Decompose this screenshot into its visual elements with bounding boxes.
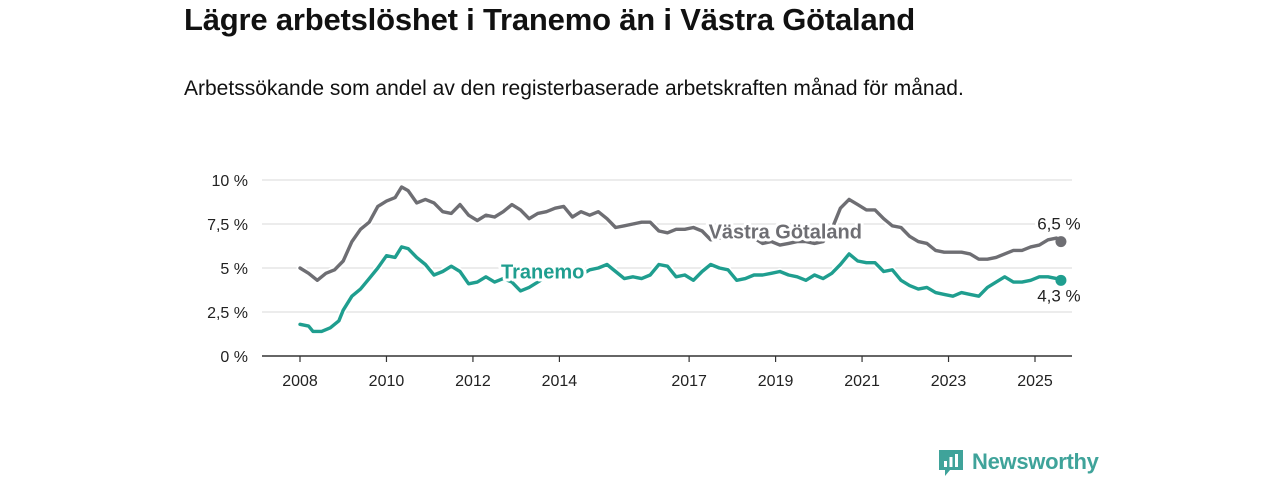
tranemo-series-label-halo: Tranemo	[501, 261, 584, 283]
vastra-gotaland-end-label: 6,5 %	[1037, 215, 1080, 234]
tranemo-end-label-halo: 4,3 %	[1037, 286, 1080, 305]
vastra-gotaland-series-label-halo: Västra Götaland	[709, 222, 862, 244]
y-tick-label: 10 %	[212, 173, 248, 190]
chart-title: Lägre arbetslöshet i Tranemo än i Västra…	[184, 2, 915, 37]
x-tick-label: 2008	[282, 373, 318, 390]
tranemo-series-label: Tranemo	[501, 261, 584, 283]
chart-subtitle: Arbetssökande som andel av den registerb…	[184, 77, 964, 100]
series-lines	[296, 183, 1067, 335]
vastra-gotaland-series-label: Västra Götaland	[709, 222, 862, 244]
tranemo-line-halo	[296, 243, 1065, 335]
x-tick-label: 2021	[844, 373, 880, 390]
tranemo-line	[298, 245, 1063, 334]
vastra-gotaland-end-label-halo: 6,5 %	[1037, 215, 1080, 234]
y-tick-label: 0 %	[220, 349, 248, 366]
newsworthy-logo-icon	[939, 450, 963, 476]
axes: 0 % 2,5 % 5 % 7,5 % 10 % 2008 2010 2012 2014 2017…	[207, 173, 1072, 390]
newsworthy-logo[interactable]: Newsworthy	[937, 448, 1099, 478]
newsworthy-logo-text: Newsworthy	[972, 449, 1099, 474]
vastra-gotaland-line	[298, 185, 1063, 282]
y-tick-label: 5 %	[220, 261, 248, 278]
x-tick-label: 2012	[455, 373, 491, 390]
tranemo-end-label: 4,3 %	[1037, 286, 1080, 305]
tranemo-end-point	[1055, 274, 1067, 286]
x-tick-label: 2014	[542, 373, 578, 390]
x-tick-label: 2019	[758, 373, 794, 390]
y-tick-label: 7,5 %	[207, 217, 248, 234]
x-tick-label: 2023	[931, 373, 967, 390]
x-tick-label: 2010	[369, 373, 405, 390]
y-tick-label: 2,5 %	[207, 305, 248, 322]
x-tick-label: 2025	[1017, 373, 1053, 390]
vastra-gotaland-end-point	[1055, 236, 1067, 248]
x-tick-label: 2017	[671, 373, 707, 390]
